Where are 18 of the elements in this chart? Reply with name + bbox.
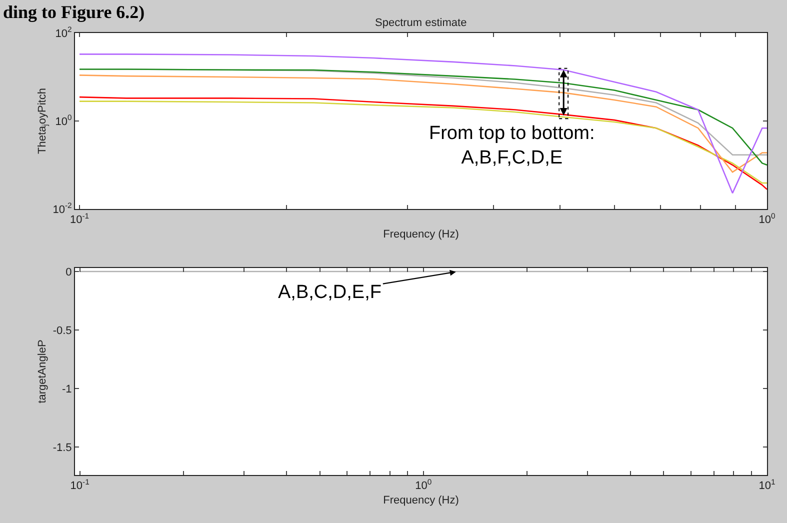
x-tick-label: 10$^{-1}$ xyxy=(70,478,90,492)
x-tick-label: 10$^{-1}$ xyxy=(70,212,90,226)
y-axis-title: targetAngleP xyxy=(36,340,48,404)
annotation: From top to bottom: A,B,F,C,D,E xyxy=(429,123,595,169)
y-tick-label: -0.5 xyxy=(52,324,72,337)
annotation: A,B,C,D,E,F xyxy=(278,282,382,303)
y-tick-label: 0 xyxy=(66,266,72,278)
y-tick-label: -1 xyxy=(62,383,72,396)
x-axis-title: Frequency (Hz) xyxy=(383,228,459,240)
x-tick-label: 10$^{0}$ xyxy=(415,478,432,492)
y-tick-label: -1.5 xyxy=(52,442,72,454)
x-axis-title: Frequency (Hz) xyxy=(383,494,459,506)
x-tick-label: 10$^{1}$ xyxy=(758,478,776,492)
chart-title: Spectrum estimate xyxy=(375,17,467,29)
y-tick-label: 10$^{-2}$ xyxy=(52,201,72,216)
text: ding to Figure 6.2) xyxy=(3,2,145,22)
y-tick-label: 10$^{2}$ xyxy=(55,25,72,40)
y-tick-label: 10$^{0}$ xyxy=(55,113,72,128)
